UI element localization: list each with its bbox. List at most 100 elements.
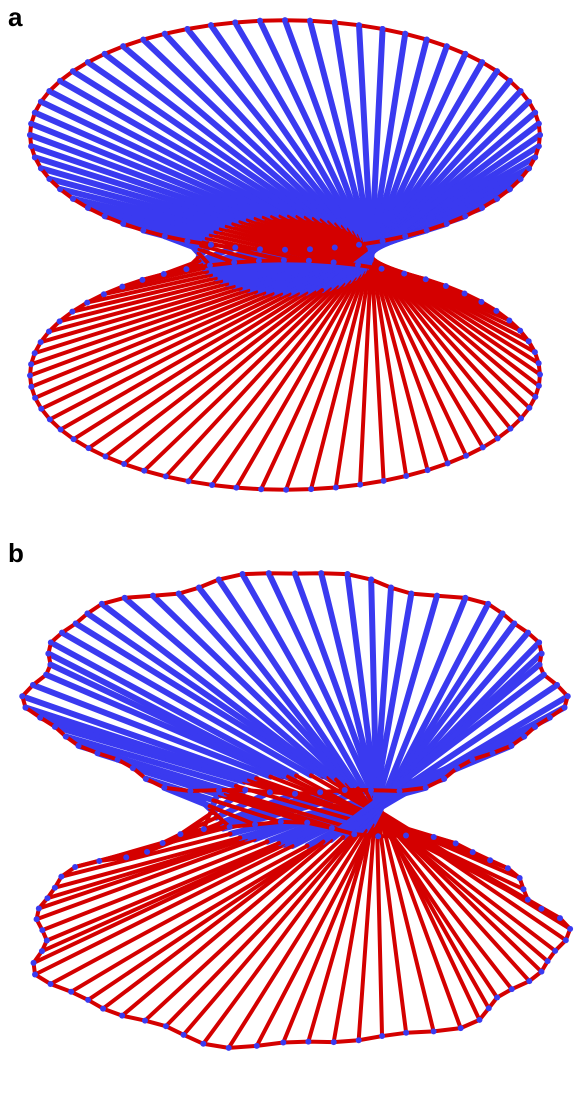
vertex [403, 833, 409, 839]
vertex [292, 571, 298, 577]
vertex [120, 43, 126, 49]
vertex [85, 997, 91, 1003]
vertex [232, 245, 238, 251]
vertex [381, 478, 387, 484]
vertex [71, 436, 77, 442]
vertex [485, 601, 491, 607]
vertex [355, 262, 361, 268]
vertex [96, 858, 102, 864]
vertex [495, 435, 501, 441]
vertex [356, 22, 362, 28]
vertex [27, 373, 33, 379]
vertex [487, 857, 493, 863]
figure: a b [0, 0, 579, 1099]
vertex [139, 277, 145, 283]
vertex [444, 43, 450, 49]
vertex [480, 444, 486, 450]
vertex [375, 833, 381, 839]
vertex [70, 68, 76, 74]
vertex [557, 915, 563, 921]
vertex [431, 1028, 437, 1034]
vertex [57, 318, 63, 324]
vertex [508, 743, 514, 749]
vertex [507, 78, 513, 84]
vertex [162, 233, 168, 239]
vertex [397, 788, 403, 794]
vertex [231, 260, 237, 266]
vertex [538, 906, 544, 912]
vertex [115, 757, 121, 763]
vertex [177, 831, 183, 837]
vertex [445, 460, 451, 466]
vertex [517, 875, 523, 881]
vertex [57, 78, 63, 84]
vertex [526, 978, 532, 984]
vertex [563, 937, 569, 943]
vertex [119, 284, 125, 290]
vertex [305, 1039, 311, 1045]
vertex [388, 585, 394, 591]
vertex [536, 662, 542, 668]
vertex [463, 453, 469, 459]
vertex [526, 165, 532, 171]
vertex [536, 640, 542, 646]
vertex [44, 937, 50, 943]
vertex [479, 59, 485, 65]
vertex [344, 571, 350, 577]
vertex [37, 714, 43, 720]
vertex [27, 132, 33, 138]
panel-label: b [8, 538, 24, 568]
vertex [45, 651, 51, 657]
vertex [486, 1005, 492, 1011]
vertex [43, 672, 49, 678]
vertex [357, 482, 363, 488]
vertex [59, 630, 65, 636]
vertex [538, 969, 544, 975]
vertex [536, 143, 542, 149]
vertex [537, 132, 543, 138]
vertex [209, 482, 215, 488]
vertex [532, 724, 538, 730]
vertex [329, 825, 335, 831]
vertex [267, 789, 273, 795]
vertex [509, 986, 515, 992]
vertex [356, 1037, 362, 1043]
vertex [36, 905, 42, 911]
vertex [46, 176, 52, 182]
vertex [28, 143, 34, 149]
vertex [282, 247, 288, 253]
vertex [47, 416, 53, 422]
vertex [431, 834, 437, 840]
vertex [506, 317, 512, 323]
vertex [34, 916, 40, 922]
vertex [462, 51, 468, 57]
vertex [196, 585, 202, 591]
vertex [368, 787, 374, 793]
vertex [216, 577, 222, 583]
vertex [44, 895, 50, 901]
vertex [233, 485, 239, 491]
vertex [567, 926, 573, 932]
vertex [441, 776, 447, 782]
vertex [140, 37, 146, 43]
vertex [52, 885, 58, 891]
vertex [444, 221, 450, 227]
vertex [490, 750, 496, 756]
vertex [283, 487, 289, 493]
vertex [425, 467, 431, 473]
vertex [254, 1043, 260, 1049]
vertex [331, 1039, 337, 1045]
vertex [57, 186, 63, 192]
vertex [403, 1030, 409, 1036]
vertex [207, 262, 213, 268]
vertex [226, 1045, 232, 1051]
vertex [32, 110, 38, 116]
vertex [278, 819, 284, 825]
vertex [536, 121, 542, 127]
vertex [380, 26, 386, 32]
vertex [184, 238, 190, 244]
vertex [160, 840, 166, 846]
vertex [48, 640, 54, 646]
vertex [304, 820, 310, 826]
vertex [201, 826, 207, 832]
